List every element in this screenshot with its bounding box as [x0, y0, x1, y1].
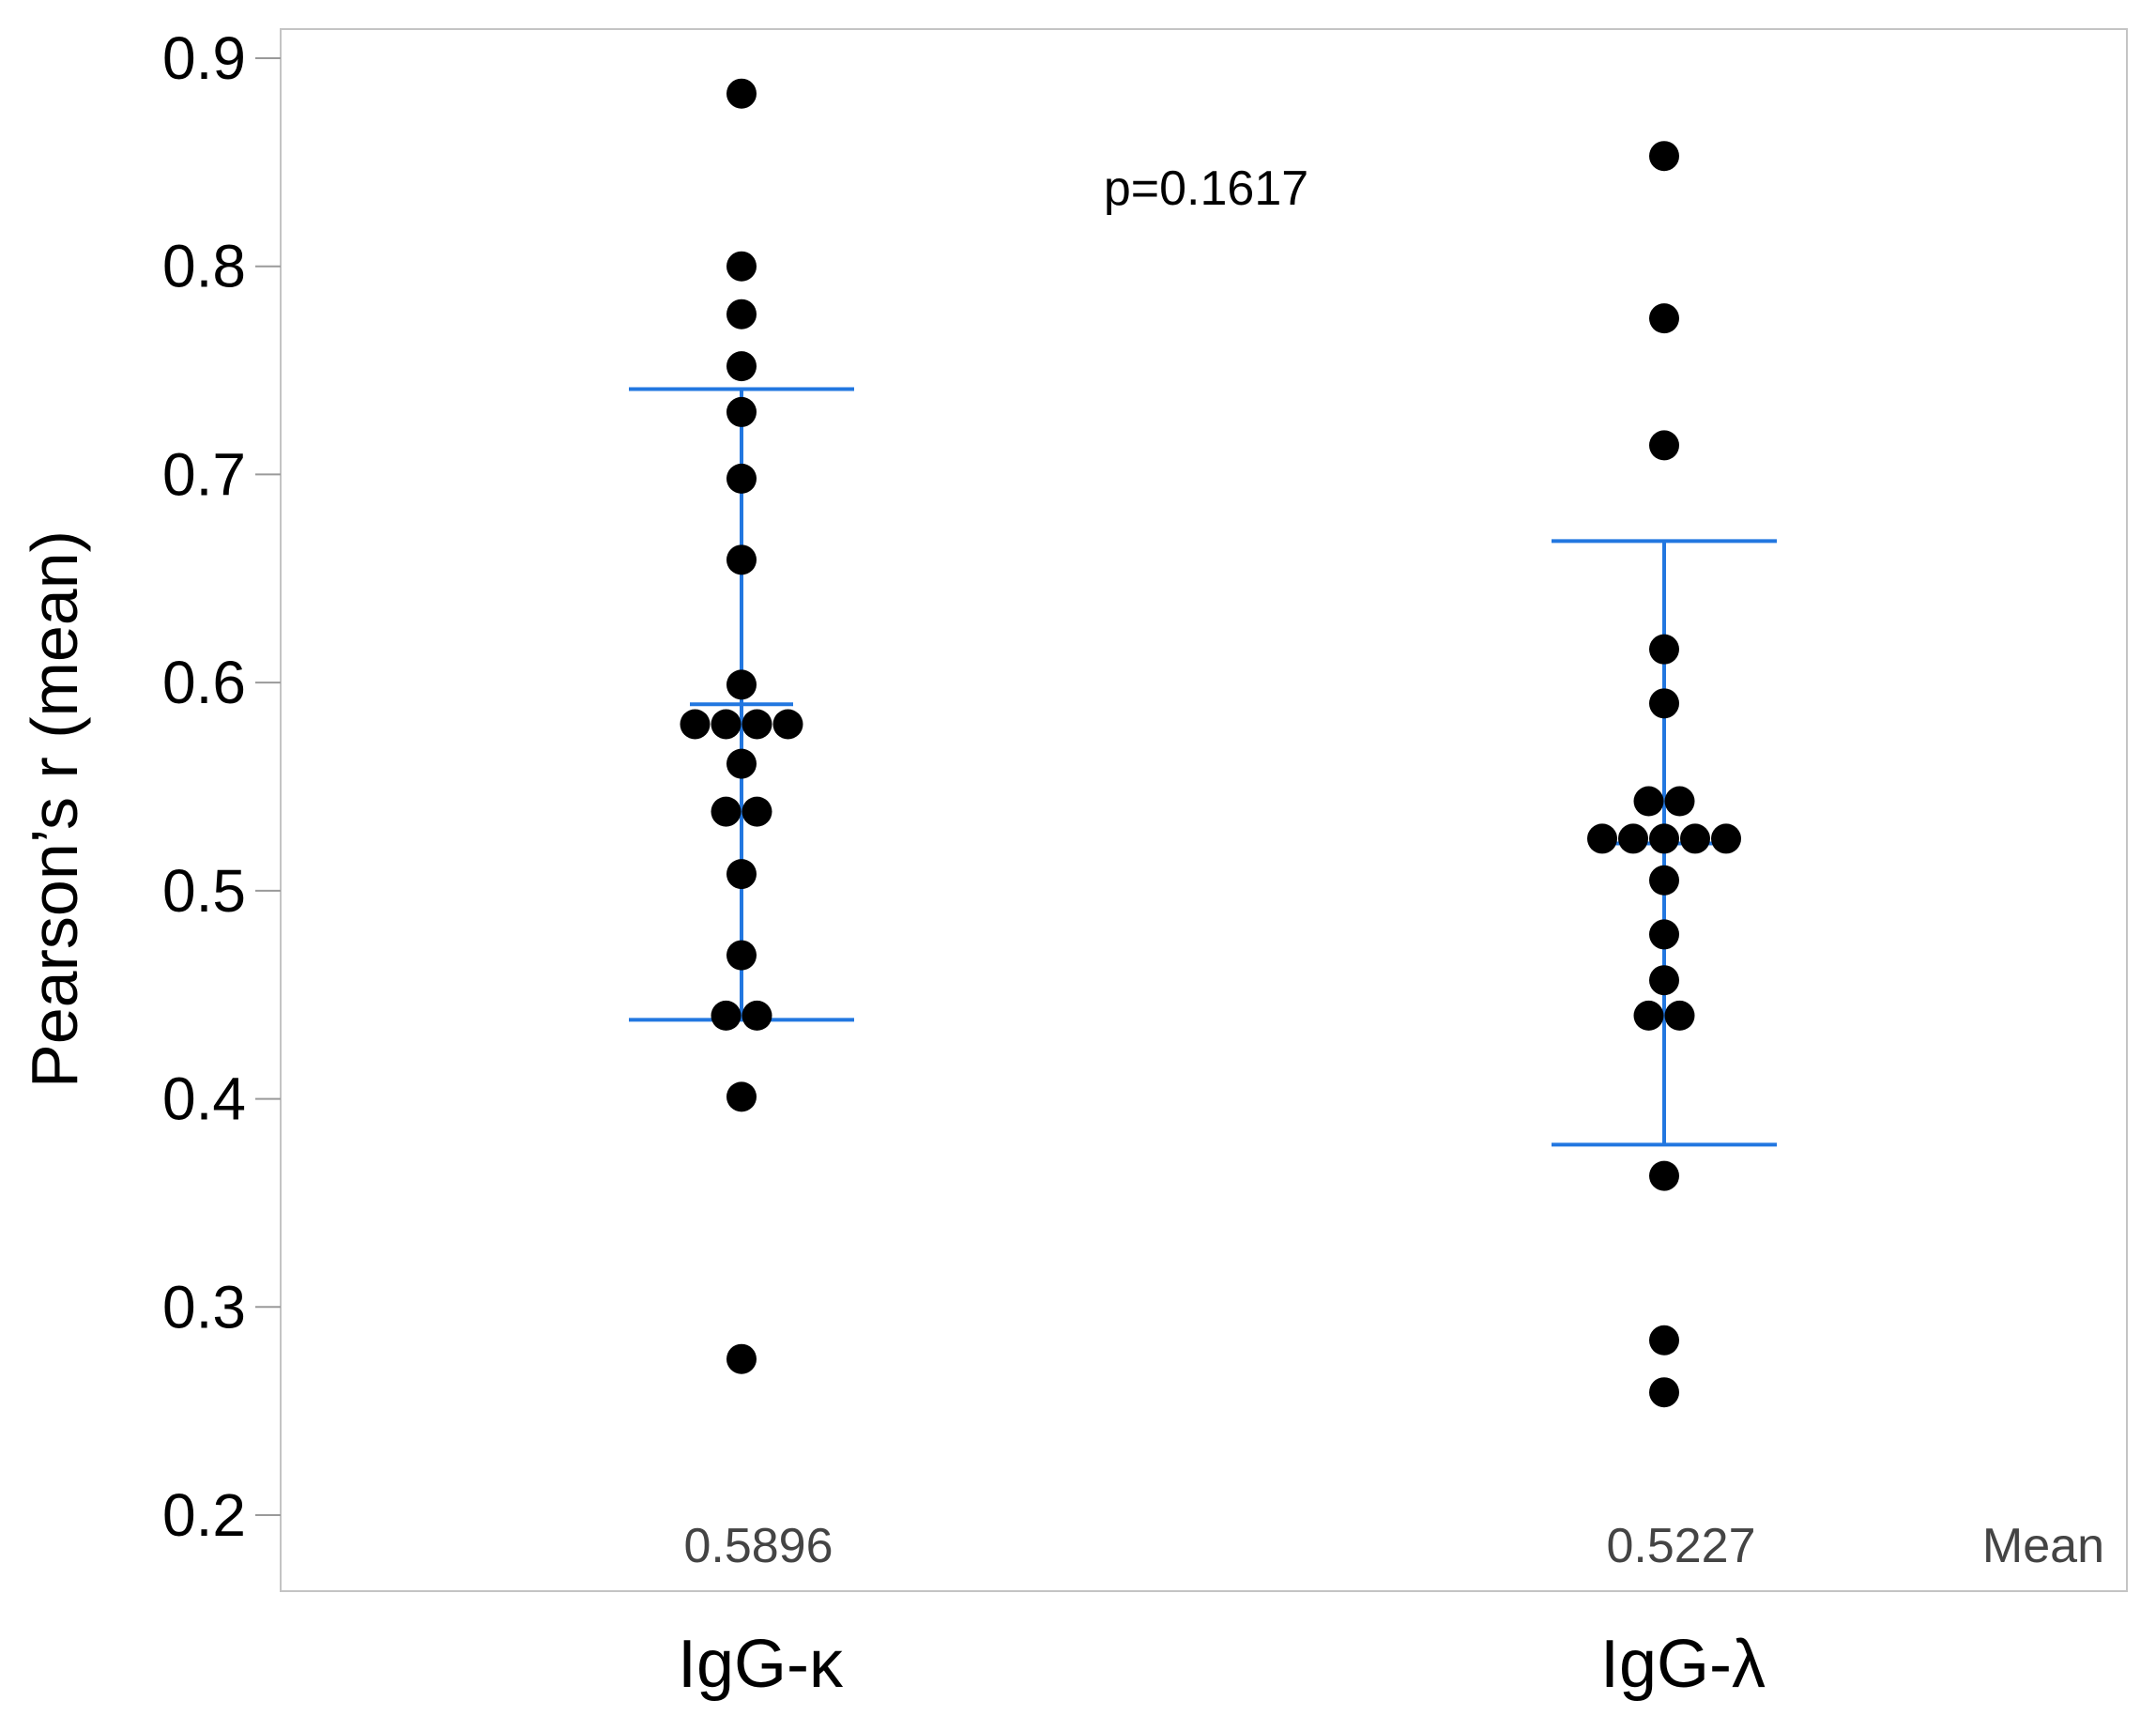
group-mean-value: 0.5896	[683, 1519, 833, 1573]
group-mean-value: 0.5227	[1606, 1519, 1755, 1573]
data-point	[1633, 786, 1664, 817]
data-point	[772, 709, 803, 740]
data-point	[1680, 823, 1710, 854]
category-label: IgG-λ	[1600, 1627, 1766, 1702]
y-tick-label: 0.3	[162, 1273, 246, 1341]
data-point	[1618, 823, 1648, 854]
data-point	[726, 351, 757, 382]
data-point	[726, 78, 757, 109]
y-tick-label: 0.8	[162, 233, 246, 300]
data-point	[726, 544, 757, 575]
data-point	[711, 709, 742, 740]
data-point	[726, 1081, 757, 1112]
data-point	[1649, 688, 1679, 719]
y-tick-label: 0.7	[162, 440, 246, 508]
y-tick-label: 0.2	[162, 1481, 246, 1549]
data-point	[726, 463, 757, 494]
y-axis-title: Pearson’s r (mean)	[18, 530, 91, 1088]
data-point	[726, 299, 757, 329]
data-point	[711, 796, 742, 827]
data-point	[726, 396, 757, 427]
data-point	[1649, 430, 1679, 461]
data-groups: 0.5896 IgG-κ 0.5227 IgG-λ	[629, 78, 1777, 1702]
data-point	[726, 940, 757, 971]
plot-frame	[280, 28, 2128, 1592]
data-point	[1649, 1377, 1679, 1408]
data-point	[1649, 1160, 1679, 1191]
data-point	[1664, 1000, 1695, 1031]
y-tick-label: 0.6	[162, 649, 246, 716]
data-point	[1649, 303, 1679, 334]
data-point	[1649, 823, 1679, 854]
data-point	[1649, 1325, 1679, 1356]
data-point	[742, 796, 772, 827]
data-point	[726, 669, 757, 700]
data-point	[726, 859, 757, 890]
y-tick-label: 0.5	[162, 857, 246, 925]
data-point	[1711, 823, 1741, 854]
data-point	[680, 709, 711, 740]
data-point	[711, 1000, 742, 1031]
data-point	[1649, 634, 1679, 665]
data-point	[726, 1343, 757, 1374]
group-0: 0.5896 IgG-κ	[629, 78, 854, 1702]
data-point	[1649, 865, 1679, 896]
data-point	[1633, 1000, 1664, 1031]
data-point	[742, 1000, 772, 1031]
y-axis: 0.2 0.3 0.4 0.5 0.6 0.7 0.8 0.9	[162, 24, 281, 1549]
data-point	[742, 709, 772, 740]
data-point	[726, 251, 757, 282]
mean-row-label: Mean	[1982, 1519, 2104, 1573]
category-label: IgG-κ	[678, 1627, 844, 1702]
data-point	[726, 748, 757, 779]
data-point	[1649, 141, 1679, 172]
data-point	[1649, 965, 1679, 996]
data-point	[1587, 823, 1617, 854]
y-tick-label: 0.9	[162, 24, 246, 92]
data-point	[1649, 919, 1679, 950]
group-1: 0.5227 IgG-λ	[1552, 141, 1777, 1702]
p-value-annotation: p=0.1617	[1104, 161, 1308, 216]
y-tick-label: 0.4	[162, 1065, 246, 1133]
data-point	[1664, 786, 1695, 817]
